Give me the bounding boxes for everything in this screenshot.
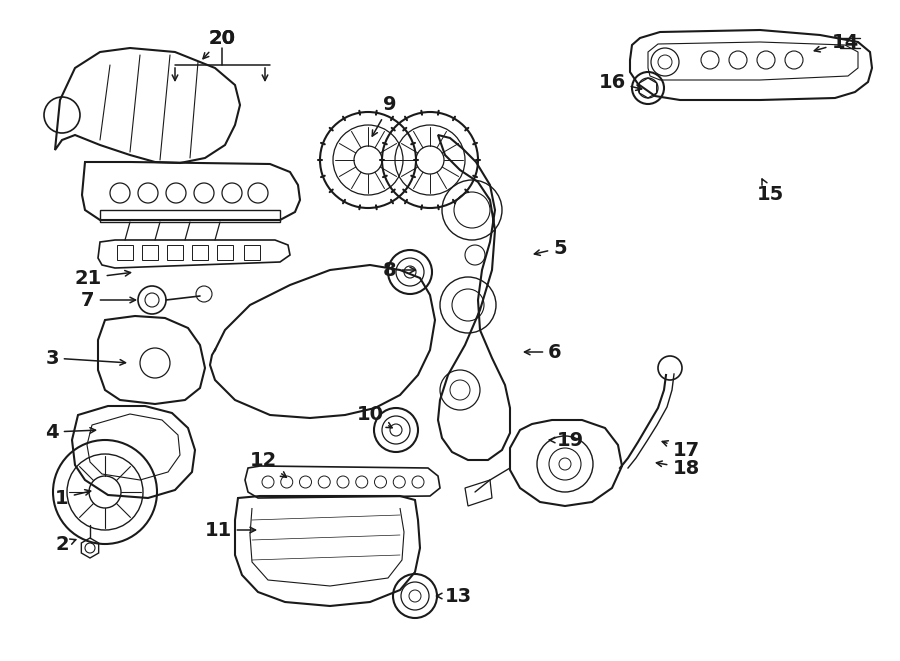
Text: 12: 12 — [249, 451, 286, 477]
Text: 17: 17 — [662, 440, 699, 459]
Text: 13: 13 — [436, 586, 472, 605]
Text: 7: 7 — [81, 290, 136, 309]
Text: 21: 21 — [75, 268, 130, 288]
Text: 11: 11 — [204, 520, 256, 539]
Text: 5: 5 — [535, 239, 567, 258]
Text: 14: 14 — [814, 32, 859, 52]
Text: 15: 15 — [756, 179, 784, 204]
Text: 10: 10 — [356, 405, 392, 428]
Text: 16: 16 — [598, 73, 642, 91]
Text: 1: 1 — [55, 488, 91, 508]
Text: 3: 3 — [45, 348, 125, 368]
Text: 9: 9 — [373, 95, 397, 136]
Text: 8: 8 — [383, 260, 416, 280]
Text: 6: 6 — [525, 342, 562, 362]
Text: 19: 19 — [550, 430, 583, 449]
Text: 20: 20 — [203, 28, 236, 59]
Text: 4: 4 — [45, 422, 95, 442]
Text: 18: 18 — [656, 459, 699, 477]
Text: 2: 2 — [55, 535, 76, 555]
Text: 20: 20 — [209, 28, 236, 48]
